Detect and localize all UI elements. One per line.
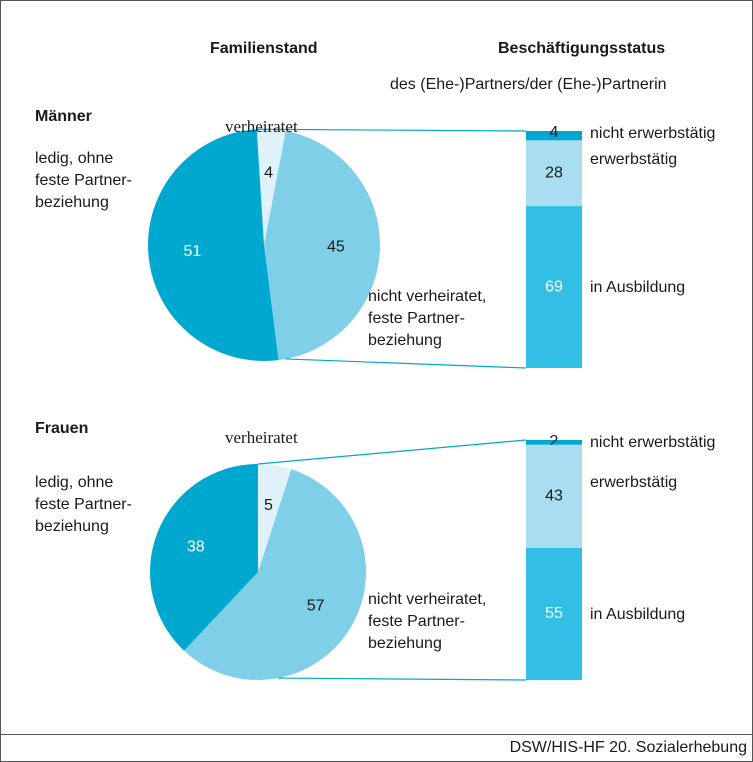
chart-title: Frauen xyxy=(35,420,89,437)
bar-value: 69 xyxy=(545,278,563,295)
slice-label: verheiratet xyxy=(225,117,298,136)
connector xyxy=(256,128,527,132)
pie-slice xyxy=(256,128,286,245)
pie-slice xyxy=(264,131,381,361)
bar-segment xyxy=(526,206,582,368)
chart-title: Männer xyxy=(35,108,92,125)
bar-segment xyxy=(526,444,582,548)
slice-label: ledig, ohne feste Partner- beziehung xyxy=(35,150,132,211)
bar-segment xyxy=(526,140,582,207)
bar-label: erwerbstätig xyxy=(590,474,678,492)
bar-value: 28 xyxy=(545,164,563,181)
connector xyxy=(278,677,527,681)
pie-slice xyxy=(258,464,292,572)
bar-segment xyxy=(526,131,582,141)
bar-label: in Ausbildung xyxy=(590,606,686,623)
bar-value: 55 xyxy=(545,605,563,622)
slice-value: 45 xyxy=(327,238,345,255)
slice-value: 51 xyxy=(184,243,202,260)
slice-value: 5 xyxy=(264,497,273,514)
header-right: Beschäftigungsstatus xyxy=(498,40,666,57)
slice-value: 4 xyxy=(264,164,273,181)
slice-value: 57 xyxy=(307,597,325,614)
bar-value: 43 xyxy=(545,488,563,505)
pie-slice xyxy=(149,464,258,651)
bar-label: in Ausbildung xyxy=(590,279,686,297)
bar-label: nicht erwerbstätig xyxy=(590,434,716,451)
pie-slice xyxy=(148,129,279,361)
slice-label: nicht verheiratet, feste Partner- bezieh… xyxy=(368,288,487,349)
bar-segment xyxy=(526,440,582,445)
bar-segment xyxy=(526,548,582,680)
slice-value: 38 xyxy=(187,539,205,556)
source: DSW/HIS-HF 20. Sozialerhebung xyxy=(509,739,747,756)
connector xyxy=(285,358,527,369)
header-sub: des (Ehe-)Partners/der (Ehe-)Partnerin xyxy=(390,76,667,93)
slice-label: ledig, ohne feste Partner- beziehung xyxy=(35,474,132,535)
bar-value: 4 xyxy=(550,124,559,141)
slice-label: verheiratet xyxy=(225,428,298,447)
bar-value: 2 xyxy=(550,433,559,450)
connector xyxy=(257,439,527,465)
bar-label: nicht erwerbstätig xyxy=(590,125,716,142)
slice-label: nicht verheiratet, feste Partner- bezieh… xyxy=(368,591,487,652)
header-left: Familienstand xyxy=(210,40,318,57)
pie-slice xyxy=(184,469,366,680)
bar-label: erwerbstätig xyxy=(590,151,678,169)
